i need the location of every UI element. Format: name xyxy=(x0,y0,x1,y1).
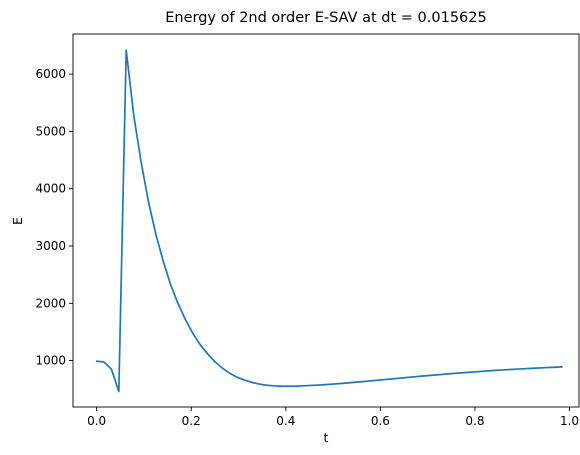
y-tick-label: 1000 xyxy=(35,354,66,368)
x-axis-label: t xyxy=(324,430,329,445)
y-tick-label: 4000 xyxy=(35,182,66,196)
x-tick-label: 0.0 xyxy=(87,414,106,428)
x-axis: 0.0 0.2 0.4 0.6 0.8 1.0 xyxy=(87,407,579,428)
plot-area xyxy=(95,49,564,393)
y-axis: 1000 2000 3000 4000 5000 6000 xyxy=(35,67,73,368)
energy-series-line xyxy=(95,49,564,393)
y-tick-label: 5000 xyxy=(35,124,66,138)
y-tick-label: 6000 xyxy=(35,67,66,81)
x-tick-label: 1.0 xyxy=(560,414,579,428)
plot-frame xyxy=(72,33,580,408)
x-tick-label: 0.2 xyxy=(182,414,201,428)
x-tick-label: 0.8 xyxy=(465,414,484,428)
x-tick-label: 0.6 xyxy=(371,414,390,428)
y-axis-label: E xyxy=(10,217,25,225)
y-tick-label: 2000 xyxy=(35,296,66,310)
x-tick-label: 0.4 xyxy=(276,414,295,428)
y-tick-label: 3000 xyxy=(35,239,66,253)
chart-title: Energy of 2nd order E-SAV at dt = 0.0156… xyxy=(165,10,486,26)
